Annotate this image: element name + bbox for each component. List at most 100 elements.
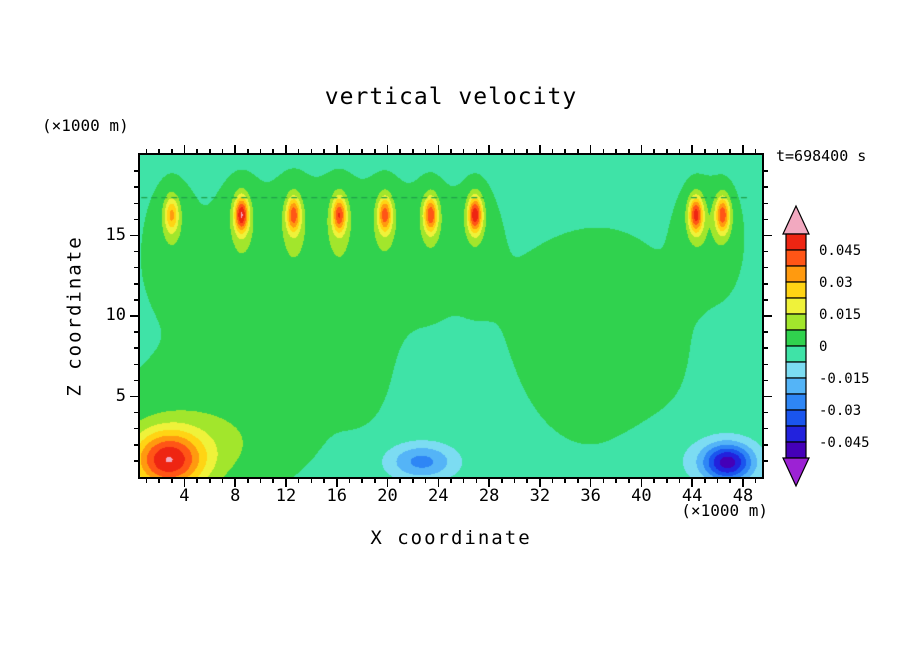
tick-mark (678, 479, 681, 483)
colorbar-segment (785, 265, 807, 283)
tick-mark (764, 202, 768, 205)
tick-mark (627, 479, 630, 483)
tick-mark (691, 145, 693, 153)
tick-mark (130, 315, 138, 317)
tick-mark (589, 145, 592, 153)
tick-mark (764, 427, 768, 430)
tick-mark (437, 479, 440, 487)
tick-mark (145, 479, 148, 483)
tick-mark (764, 347, 768, 349)
tick-mark (653, 479, 655, 483)
x-tick-label: 24 (428, 486, 449, 506)
tick-mark (209, 479, 211, 483)
tick-mark (640, 479, 643, 487)
tick-mark (437, 145, 440, 153)
tick-mark (374, 479, 376, 483)
tick-mark (564, 479, 567, 483)
colorbar-segment (785, 313, 807, 331)
x-tick-label: 28 (478, 486, 500, 506)
colorbar-segment (785, 361, 807, 379)
x-tick-label: 8 (230, 486, 241, 506)
y-axis-label: Z coordinate (56, 153, 94, 479)
tick-mark (513, 479, 516, 483)
tick-mark (488, 479, 490, 487)
tick-mark (348, 479, 351, 483)
colorbar-segment (785, 393, 807, 411)
colorbar-segment (785, 409, 807, 427)
tick-mark (764, 266, 768, 269)
x-tick-label: 20 (377, 486, 398, 506)
tick-mark (234, 145, 236, 153)
tick-mark (361, 479, 363, 483)
tick-mark (764, 395, 772, 398)
tick-mark (589, 479, 592, 487)
tick-mark (615, 479, 617, 483)
tick-mark (764, 234, 772, 237)
y-axis-label-text: Z coordinate (64, 235, 86, 397)
tick-mark (729, 479, 732, 483)
tick-mark (412, 479, 414, 483)
colorbar: 0.045 0.03 0.015 0 -0.015 -0.03 -0.045 (779, 202, 904, 502)
colorbar-over-arrow (782, 204, 810, 235)
colorbar-label: -0.015 (819, 371, 870, 387)
tick-mark (764, 299, 768, 301)
colorbar-label: 0.03 (819, 275, 853, 291)
tick-mark (764, 444, 768, 446)
x-tick-label: 12 (275, 486, 297, 506)
time-label: t=698400 s (776, 147, 867, 165)
colorbar-segment (785, 441, 807, 459)
x-tick-label: 4 (179, 486, 190, 506)
tick-mark (170, 479, 173, 483)
x-tick-label: 32 (529, 486, 551, 506)
colorbar-segment (785, 425, 807, 443)
tick-mark (488, 145, 490, 153)
tick-mark (183, 145, 186, 153)
tick-mark (386, 145, 389, 153)
tick-mark (691, 479, 693, 487)
colorbar-label: 0.045 (819, 243, 861, 259)
tick-mark (335, 479, 338, 487)
tick-mark (323, 479, 325, 483)
chart-title: vertical velocity (324, 84, 578, 110)
tick-mark (272, 479, 275, 483)
colorbar-label: 0.015 (819, 307, 861, 323)
colorbar-label: -0.045 (819, 435, 870, 451)
tick-mark (764, 363, 768, 366)
tick-mark (130, 234, 138, 237)
y-axis-unit-label: (×1000 m) (42, 116, 129, 135)
tick-mark (399, 479, 402, 483)
tick-mark (130, 395, 138, 398)
tick-mark (764, 186, 768, 188)
tick-mark (424, 479, 427, 483)
tick-mark (158, 479, 160, 483)
tick-mark (764, 218, 768, 221)
tick-mark (247, 479, 249, 483)
tick-mark (602, 479, 605, 483)
tick-mark (285, 479, 287, 487)
tick-mark (335, 145, 338, 153)
tick-mark (310, 479, 313, 483)
tick-mark (764, 170, 768, 172)
tick-mark (764, 250, 768, 253)
tick-mark (551, 479, 554, 483)
tick-mark (462, 479, 465, 483)
x-tick-label: 16 (326, 486, 347, 506)
tick-mark (640, 145, 643, 153)
tick-mark (539, 479, 541, 487)
tick-mark (386, 479, 389, 487)
tick-mark (764, 411, 768, 414)
tick-mark (234, 479, 236, 487)
x-axis-unit-label: (×1000 m) (681, 501, 768, 520)
tick-mark (221, 479, 224, 483)
tick-mark (764, 283, 768, 285)
tick-mark (665, 479, 668, 483)
x-axis-label: X coordinate (370, 527, 532, 549)
tick-mark (526, 479, 528, 483)
colorbar-segment (785, 329, 807, 347)
colorbar-label: -0.03 (819, 403, 861, 419)
colorbar-segment (785, 281, 807, 299)
tick-mark (539, 145, 541, 153)
tick-mark (500, 479, 503, 483)
tick-mark (577, 479, 579, 483)
